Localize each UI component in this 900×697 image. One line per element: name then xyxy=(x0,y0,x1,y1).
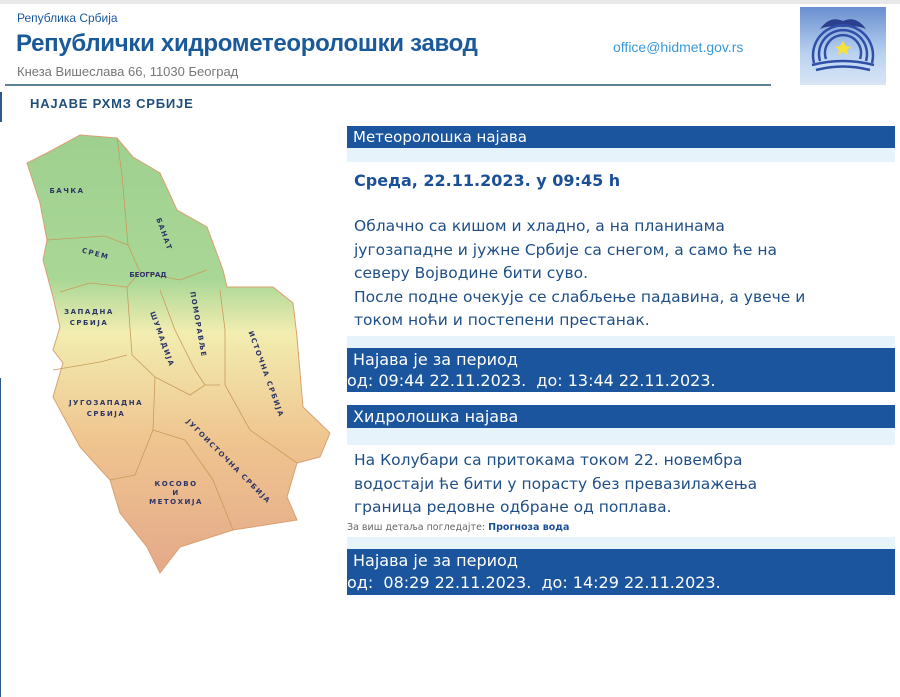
hydro-heading: Хидролошка најава xyxy=(347,405,895,428)
hydro-line: На Колубари са притокама током 22. новем… xyxy=(354,451,743,469)
more-details: За виш детаља погледајте: Прогноза вода xyxy=(347,522,569,533)
country-name: Република Србија xyxy=(17,11,118,25)
meteo-date: Среда, 22.11.2023. у 09:45 h xyxy=(354,171,621,190)
more-details-label: За виш детаља погледајте: xyxy=(347,522,486,533)
meteo-period-band xyxy=(347,336,895,348)
meteo-band xyxy=(347,148,895,162)
logo-emblem-icon xyxy=(811,19,875,72)
period-title: Најава је за период xyxy=(353,350,518,369)
map-label-kosovo: КОСОВО xyxy=(154,480,197,488)
water-forecast-link[interactable]: Прогноза вода xyxy=(488,522,570,533)
map-label-zapadna: ЗАПАДНА xyxy=(64,308,114,316)
left-frame-edge xyxy=(0,378,1,697)
meteo-line: Облачно са кишом и хладно, а на планинам… xyxy=(354,217,725,235)
hydro-period: Најава је за период од: 08:29 22.11.2023… xyxy=(347,549,895,595)
left-frame-edge xyxy=(0,92,2,122)
serbia-outline xyxy=(26,134,331,574)
serbia-regions-map[interactable]: БАЧКА БАНАТ СРЕМ БЕОГРАД ЗАПАДНА СРБИЈА … xyxy=(20,130,340,575)
section-title: НАЈАВЕ РХМЗ СРБИЈЕ xyxy=(30,96,194,111)
map-label-srbija: СРБИЈА xyxy=(70,319,108,327)
rhmz-logo[interactable] xyxy=(800,7,886,85)
meteo-period: Најава је за период од: 09:44 22.11.2023… xyxy=(347,348,895,392)
hydro-line: водостаји ће бити у порасту без превазил… xyxy=(354,474,758,493)
hydro-band xyxy=(347,428,895,445)
top-border xyxy=(0,0,900,4)
address: Кнеза Вишеслава 66, 11030 Београд xyxy=(17,64,239,79)
map-label-jugozapadna-srbija: СРБИЈА xyxy=(87,410,125,418)
period-range: од: 08:29 22.11.2023. до: 14:29 22.11.20… xyxy=(347,573,721,592)
hydro-text: На Колубари са притокама током 22. новем… xyxy=(354,449,757,520)
map-label-backa: БАЧКА xyxy=(49,187,84,195)
email-link[interactable]: office@hidmet.gov.rs xyxy=(613,39,744,55)
map-label-i: И xyxy=(172,489,179,497)
period-title: Најава је за период xyxy=(353,551,518,570)
header-divider xyxy=(5,84,771,86)
hydro-period-band xyxy=(347,537,895,549)
map-label-jugozapadna: ЈУГОЗАПАДНА xyxy=(68,399,143,407)
period-range: од: 09:44 22.11.2023. до: 13:44 22.11.20… xyxy=(347,371,716,390)
meteo-line: северу Војводине бити суво. xyxy=(354,264,588,282)
map-label-metohija: МЕТОХИЈА xyxy=(149,498,203,506)
hydro-line: граница редовне одбране од поплава. xyxy=(354,498,672,516)
meteo-heading: Метеоролошка најава xyxy=(347,126,895,148)
meteo-line: југозападне и јужне Србије са снегом, а … xyxy=(354,240,777,259)
site-title[interactable]: Републички хидрометеоролошки завод xyxy=(16,30,478,57)
region-borders xyxy=(46,137,298,531)
meteo-line: током ноћи и постепени престанак. xyxy=(354,311,650,329)
meteo-text: Облачно са кишом и хладно, а на планинам… xyxy=(354,215,805,333)
meteo-line: После подне очекује се слабљење падавина… xyxy=(354,287,806,306)
map-label-beograd: БЕОГРАД xyxy=(129,271,166,279)
